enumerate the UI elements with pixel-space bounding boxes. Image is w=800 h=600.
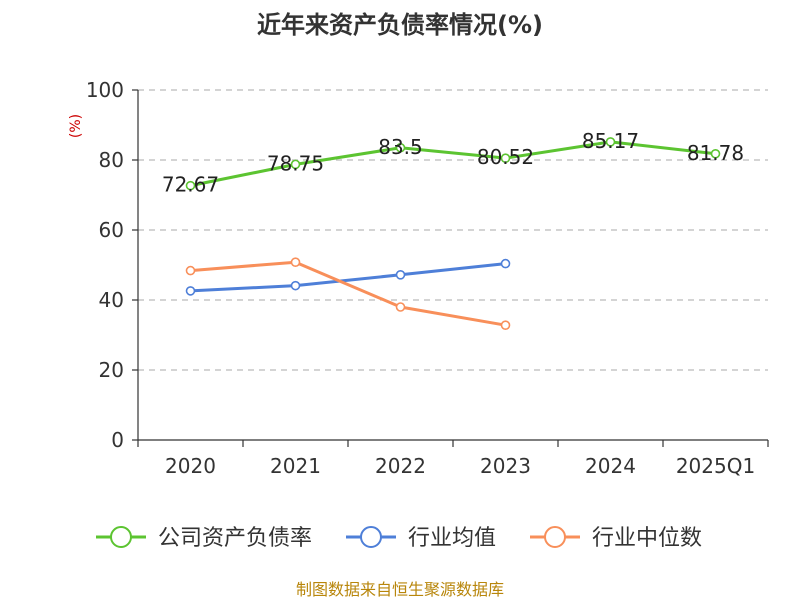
legend-marker	[110, 526, 132, 548]
data-point	[185, 265, 196, 276]
legend: 公司资产负债率 行业均值 行业中位数	[96, 526, 702, 551]
y-tick-label: 0	[111, 428, 124, 452]
data-point	[185, 286, 196, 296]
data-point	[290, 159, 301, 170]
y-axis-label: (%)	[68, 114, 84, 138]
legend-label: 行业中位数	[592, 526, 702, 551]
data-point	[185, 180, 196, 191]
data-point	[710, 148, 721, 159]
data-labels: 72.67 78.75 83.5 80.52 85.17 81.78	[162, 129, 744, 197]
data-point	[395, 142, 406, 153]
data-label: 78.75	[267, 151, 324, 175]
legend-label: 公司资产负债率	[158, 526, 312, 551]
y-tick-label: 60	[99, 218, 124, 242]
data-point	[290, 280, 301, 291]
series-line	[190, 260, 506, 327]
data-point	[290, 257, 301, 268]
legend-marker	[544, 526, 566, 548]
data-point	[500, 320, 511, 331]
data-point	[395, 302, 406, 312]
x-tick-label: 2021	[270, 454, 321, 478]
x-tick-label: 2025Q1	[676, 454, 755, 478]
legend-label: 行业均值	[408, 526, 496, 551]
y-tick-label: 80	[99, 148, 124, 172]
data-point	[500, 153, 511, 163]
x-tick-label: 2023	[480, 454, 531, 478]
chart-title: 近年来资产负债率情况(%)	[257, 11, 543, 39]
data-label: 81.78	[687, 141, 744, 165]
data-label: 80.52	[477, 145, 534, 169]
x-tick-label: 2022	[375, 454, 426, 478]
grid	[138, 89, 768, 371]
data-label: 85.17	[582, 129, 639, 153]
y-tick-label: 40	[99, 288, 124, 312]
data-point	[500, 258, 511, 269]
series-layer	[185, 137, 721, 331]
data-label: 83.5	[378, 135, 423, 159]
source-note: 制图数据来自恒生聚源数据库	[296, 580, 504, 599]
y-tick-label: 100	[86, 78, 124, 102]
series-line	[190, 262, 506, 293]
y-tick-label: 20	[99, 358, 124, 382]
x-tick-label: 2024	[585, 454, 636, 478]
data-point	[395, 269, 406, 280]
x-tick-label: 2020	[165, 454, 216, 478]
series-line	[190, 140, 716, 188]
data-label: 72.67	[162, 173, 219, 197]
legend-marker	[360, 526, 382, 548]
axes: 0 20 40 60 80 100 2020 2021 2022 2023 2024 2025Q1	[86, 78, 769, 478]
data-point	[605, 137, 616, 147]
